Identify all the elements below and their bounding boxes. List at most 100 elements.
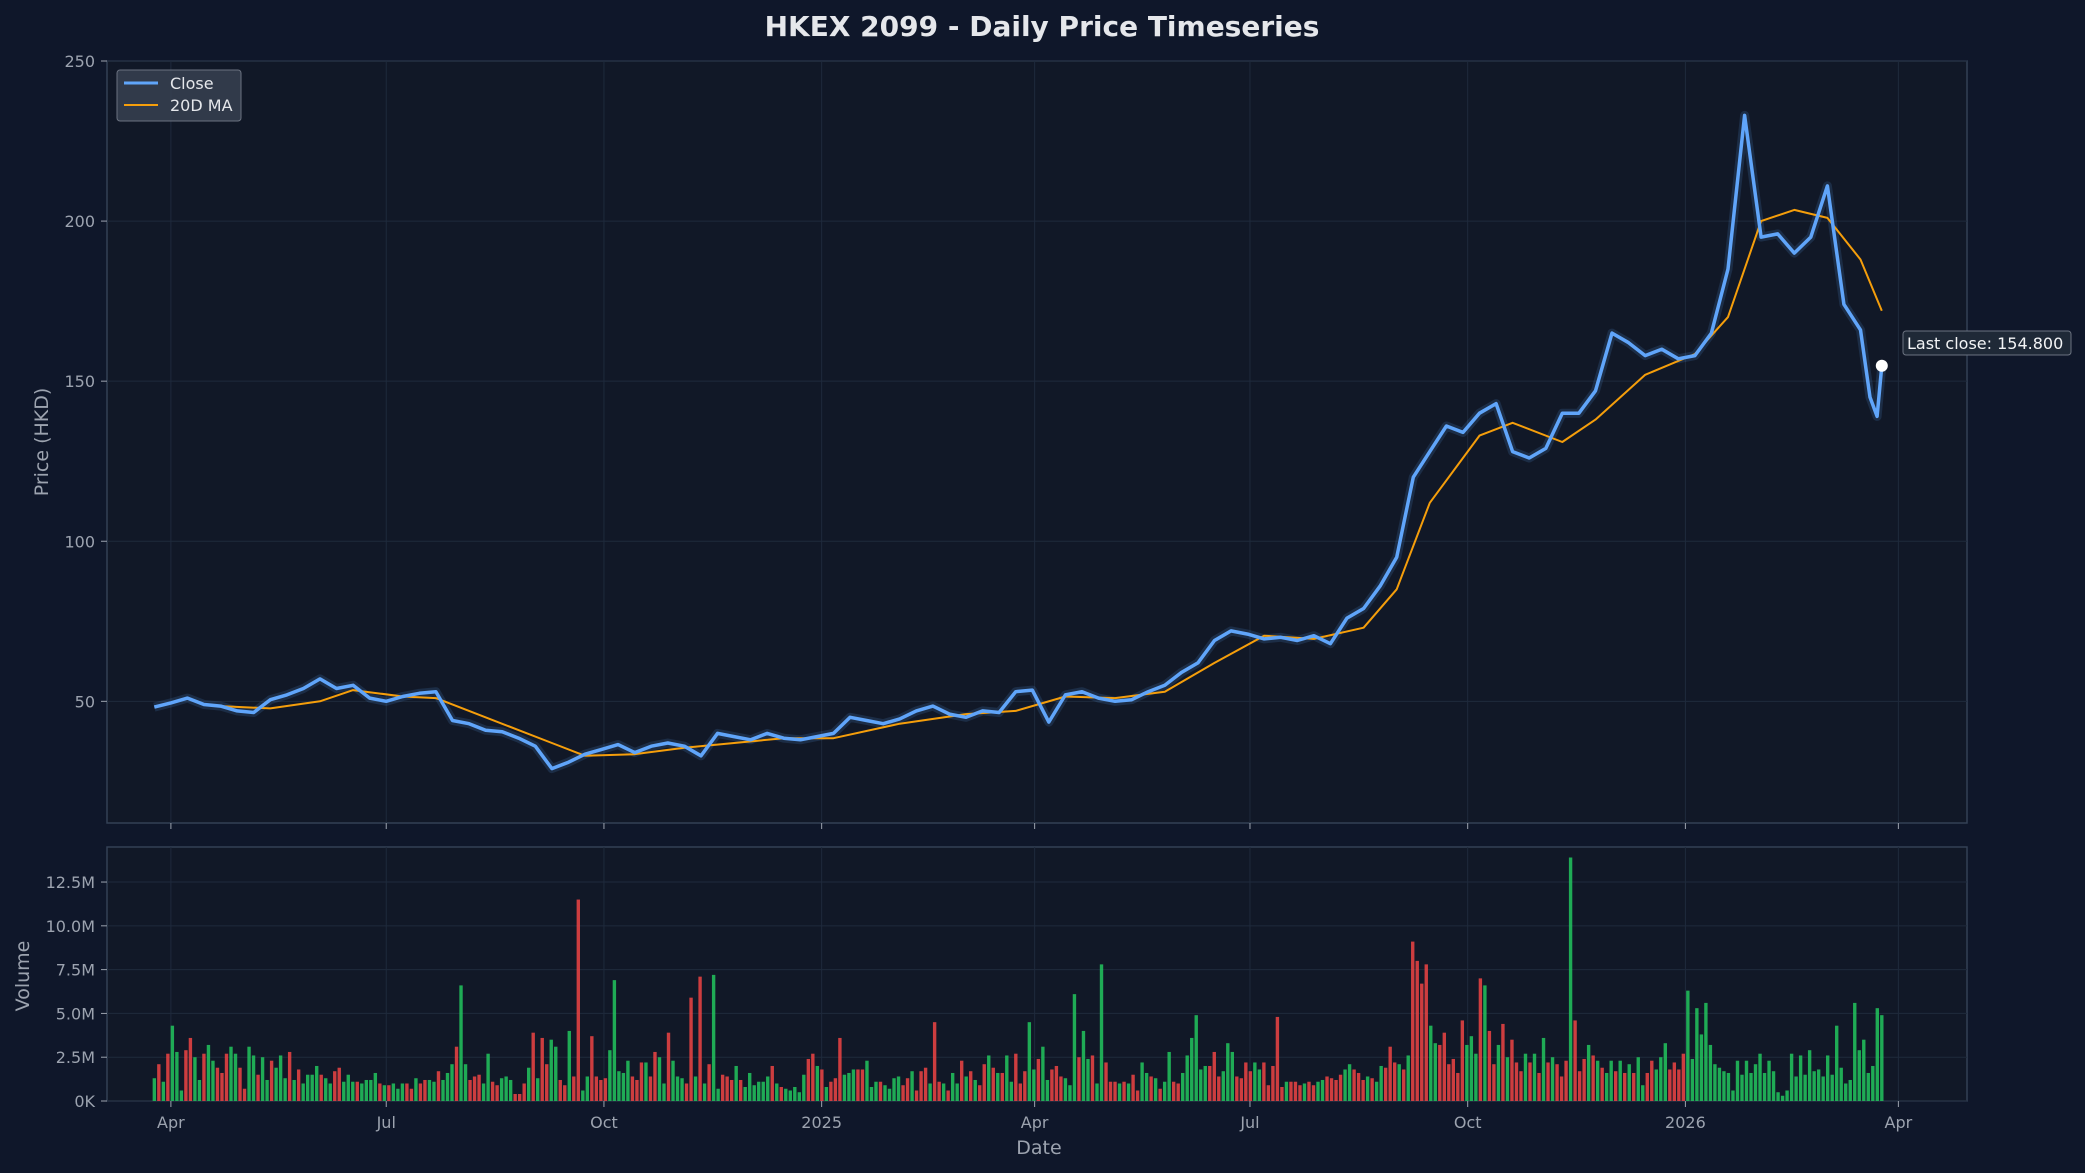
volume-bar: [405, 1083, 409, 1101]
volume-bar: [1632, 1072, 1636, 1101]
last-close-marker: [1875, 359, 1888, 372]
volume-bar: [184, 1050, 188, 1101]
volume-bar: [1415, 960, 1419, 1101]
volume-bar: [919, 1071, 923, 1101]
volume-bar: [450, 1064, 454, 1101]
volume-bar: [1600, 1067, 1604, 1101]
volume-bar: [1686, 990, 1690, 1101]
volume-bar: [1591, 1055, 1595, 1101]
volume-bar: [1144, 1072, 1149, 1101]
volume-bar: [477, 1074, 481, 1101]
last-close-annotation: Last close: 154.800: [1875, 330, 2072, 372]
volume-bar: [1429, 1025, 1433, 1101]
volume-bar: [1514, 1062, 1519, 1101]
volume-bar: [1483, 985, 1487, 1101]
volume-bar: [973, 1079, 977, 1101]
volume-bar: [188, 1037, 193, 1101]
x-tick-label: Apr: [1885, 1113, 1913, 1132]
volume-bar: [1758, 1053, 1762, 1101]
volume-bar: [905, 1078, 910, 1101]
volume-bar: [166, 1053, 170, 1101]
volume-bar: [991, 1067, 995, 1101]
volume-bar: [1753, 1064, 1758, 1101]
volume-bar: [1054, 1065, 1059, 1101]
volume-bar: [711, 974, 716, 1101]
volume-bar: [932, 1022, 937, 1101]
volume-bar: [333, 1071, 337, 1101]
volume-bar: [1541, 1037, 1546, 1101]
volume-bar: [788, 1090, 792, 1101]
volume-bar: [554, 1046, 558, 1101]
volume-bar: [1235, 1076, 1239, 1101]
volume-bar: [1812, 1071, 1816, 1101]
volume-bar: [1510, 1039, 1514, 1101]
volume-bar: [860, 1069, 865, 1101]
volume-bar: [1086, 1058, 1090, 1101]
volume-bar: [901, 1085, 905, 1101]
volume-bar: [955, 1083, 959, 1101]
volume-bar: [1077, 1057, 1081, 1101]
volume-bar: [400, 1083, 405, 1101]
volume-bar: [914, 1090, 919, 1101]
volume-bar: [445, 1072, 450, 1101]
volume-bar: [540, 1037, 544, 1101]
volume-bar: [1122, 1081, 1126, 1101]
volume-bar: [1325, 1076, 1329, 1101]
volume-bar: [1862, 1039, 1866, 1101]
volume-bar: [1780, 1095, 1785, 1101]
volume-bar: [1307, 1081, 1311, 1101]
volume-bar: [1803, 1074, 1807, 1101]
volume-bar: [463, 1064, 468, 1101]
volume-bar: [608, 1050, 612, 1101]
volume-bar: [1208, 1065, 1212, 1101]
volume-bar: [1492, 1064, 1496, 1101]
volume-bar: [1695, 1008, 1699, 1101]
volume-bar: [815, 1065, 820, 1101]
volume-bar: [1411, 941, 1415, 1101]
volume-bars: [152, 857, 1884, 1101]
volume-bar: [373, 1072, 378, 1101]
x-axis-ticks: Apr Jul Oct 2025 Apr Jul Oct 2026 Apr: [157, 1101, 1913, 1132]
volume-bar: [1848, 1079, 1852, 1101]
volume-bar: [648, 1076, 653, 1101]
volume-bar: [1609, 1060, 1613, 1101]
volume-bar: [581, 1090, 585, 1101]
volume-bar: [301, 1083, 305, 1101]
volume-bar: [1871, 1065, 1875, 1101]
volume-bar: [1014, 1053, 1018, 1101]
x-tick-label: Oct: [1454, 1113, 1482, 1132]
volume-bar: [161, 1081, 166, 1101]
volume-bar: [1586, 1044, 1591, 1101]
volume-bar: [910, 1071, 914, 1101]
volume-bar: [594, 1076, 599, 1101]
close-price-line: [153, 113, 1884, 771]
volume-bar: [639, 1062, 644, 1101]
volume-bar: [1636, 1057, 1640, 1101]
volume-bar: [1248, 1071, 1253, 1101]
volume-bar: [1023, 1071, 1027, 1101]
price-y-tick-label: 50: [75, 692, 95, 711]
volume-bar: [1668, 1069, 1672, 1101]
volume-bar: [342, 1081, 346, 1101]
volume-bar: [1072, 994, 1077, 1101]
volume-bar: [1474, 1053, 1478, 1101]
volume-bar: [563, 1085, 567, 1101]
volume-bar: [982, 1064, 986, 1101]
volume-bar: [1641, 1085, 1645, 1101]
volume-bar: [1699, 1034, 1704, 1101]
volume-bar: [414, 1078, 418, 1101]
volume-bar: [1681, 1053, 1686, 1101]
volume-bar: [206, 1044, 211, 1101]
volume-bar: [1830, 1074, 1834, 1101]
volume-bar: [454, 1046, 459, 1101]
volume-y-tick-label: 5.0M: [56, 1004, 95, 1023]
x-tick-label: 2026: [1665, 1113, 1706, 1132]
volume-bar: [1519, 1071, 1523, 1101]
volume-bar: [1844, 1083, 1848, 1101]
volume-bar: [296, 1069, 301, 1101]
volume-bar: [531, 1032, 535, 1101]
volume-bar: [157, 1064, 161, 1101]
volume-bar: [829, 1081, 833, 1101]
volume-bar: [851, 1069, 856, 1101]
volume-bar: [1866, 1072, 1870, 1101]
